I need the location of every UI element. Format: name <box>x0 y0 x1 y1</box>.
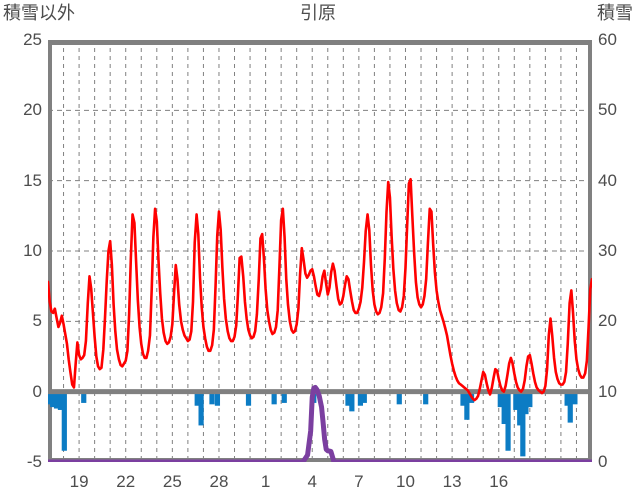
x-axis-tick-label: 22 <box>116 472 136 491</box>
left-axis-tick-label: 15 <box>23 170 42 190</box>
right-axis-tick-label: 50 <box>598 100 617 120</box>
chart-title: 引原 <box>300 3 336 23</box>
x-axis-tick-label: 4 <box>307 472 317 491</box>
right-axis-tick-label: 10 <box>598 381 617 401</box>
right-axis-tick-label: 40 <box>598 170 617 190</box>
left-axis-title: 積雪以外 <box>3 3 75 23</box>
right-axis-tick-label: 20 <box>598 311 617 331</box>
x-axis-tick-label: 13 <box>442 472 462 491</box>
x-axis-tick-label: 1 <box>260 472 271 491</box>
temperature-line <box>48 177 592 402</box>
right-axis-tick-label: 30 <box>598 241 617 260</box>
left-axis-tick-label: 0 <box>32 381 42 401</box>
x-axis-tick-label: 25 <box>162 472 182 491</box>
snow-depth-line <box>48 384 592 462</box>
left-axis-tick-label: 10 <box>23 241 42 260</box>
x-axis-tick-label: 28 <box>209 472 229 491</box>
right-axis-tick-label: 60 <box>598 30 617 49</box>
left-axis-tick-label: 5 <box>32 311 42 331</box>
left-axis-tick-label: 20 <box>23 100 42 120</box>
x-axis-tick-label: 16 <box>489 472 509 491</box>
left-axis-tick-label: 25 <box>23 30 42 49</box>
plot-area <box>48 40 592 462</box>
right-axis-title: 積雪 <box>597 3 633 23</box>
x-axis-tick-label: 7 <box>354 472 364 491</box>
x-axis-tick-label: 19 <box>69 472 89 491</box>
x-axis-tick-label: 10 <box>396 472 415 491</box>
left-axis-tick-label: -5 <box>26 452 42 471</box>
right-axis-tick-label: 0 <box>598 452 608 471</box>
